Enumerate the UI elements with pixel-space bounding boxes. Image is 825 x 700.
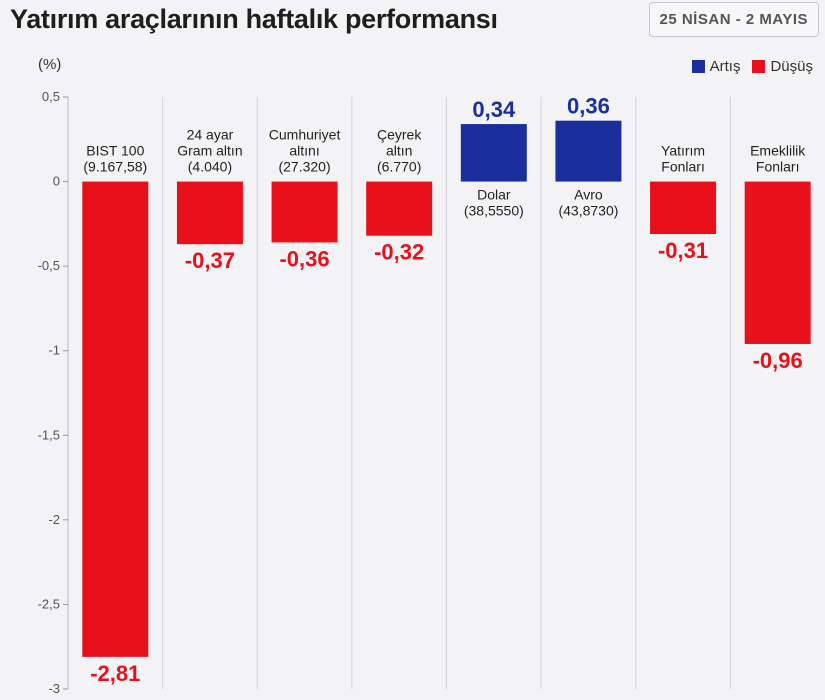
category-label-line: Fonları [661,159,705,175]
y-tick-label: -2,5 [38,596,60,611]
value-label-3: -0,32 [374,240,424,265]
bar-7 [744,181,811,344]
category-label-0: BIST 100 (9.167,58) [83,143,147,175]
category-label-line: (6.770) [377,159,421,175]
category-label-6: Yatırım Fonları [661,143,705,175]
chart-title: Yatırım araçlarının haftalık performansı [10,4,498,34]
bar-2 [271,181,338,243]
category-label-line: altın [386,143,412,159]
category-label-line: 24 ayar [187,127,234,143]
bar-0 [82,181,149,657]
y-tick-label: 0,5 [42,89,60,104]
category-label-7: Emeklilik Fonları [750,143,806,175]
bar-5 [555,120,622,182]
bar-3 [366,181,433,236]
bar-6 [650,181,717,235]
category-label-2: Cumhuriyet altını (27.320) [269,127,341,175]
legend-swatch-up [691,60,705,73]
category-label-line: Emeklilik [750,143,806,159]
category-label-1: 24 ayar Gram altın (4.040) [177,127,242,175]
value-label-4: 0,34 [472,97,516,122]
category-label-4: Dolar (38,5550) [464,187,524,219]
category-label-line: Cumhuriyet [269,127,341,143]
legend-item-up: Artış [691,58,741,75]
value-label-2: -0,36 [279,246,329,271]
value-label-0: -2,81 [90,661,140,686]
y-tick-label: -2 [48,512,60,527]
y-tick-label: 0 [53,174,60,189]
category-label-line: altını [289,143,319,159]
category-label-line: Avro [574,187,603,203]
category-label-line: Yatırım [661,143,705,159]
category-label-3: Çeyrek altın (6.770) [377,127,422,175]
y-tick-label: -1,5 [38,427,60,442]
category-label-line: (43,8730) [558,203,618,219]
y-axis-unit: (%) [38,56,62,73]
legend: Artış Düşüş [686,58,813,75]
legend-label-up: Artış [709,58,741,75]
y-tick-label: -0,5 [38,258,60,273]
legend-swatch-down [752,60,766,73]
category-label-line: (4.040) [188,159,232,175]
category-label-line: BIST 100 [86,143,144,159]
value-label-6: -0,31 [658,238,708,263]
bar-4 [460,124,527,182]
category-label-line: (38,5550) [464,203,524,219]
category-label-line: Fonları [756,159,800,175]
legend-label-down: Düşüş [770,58,813,75]
category-label-line: (27.320) [278,159,330,175]
y-tick-label: -3 [48,681,60,696]
bar-1 [176,181,243,245]
date-range-badge: 25 NİSAN - 2 MAYIS [648,2,819,37]
value-label-7: -0,96 [753,348,803,373]
legend-item-down: Düşüş [752,58,813,75]
value-label-5: 0,36 [567,94,610,119]
category-label-line: (9.167,58) [83,159,147,175]
y-tick-label: -1 [48,343,60,358]
category-label-line: Çeyrek [377,127,422,143]
category-label-5: Avro (43,8730) [558,187,618,219]
value-label-1: -0,37 [185,248,235,273]
category-label-line: Gram altın [177,143,242,159]
category-label-line: Dolar [477,187,511,203]
